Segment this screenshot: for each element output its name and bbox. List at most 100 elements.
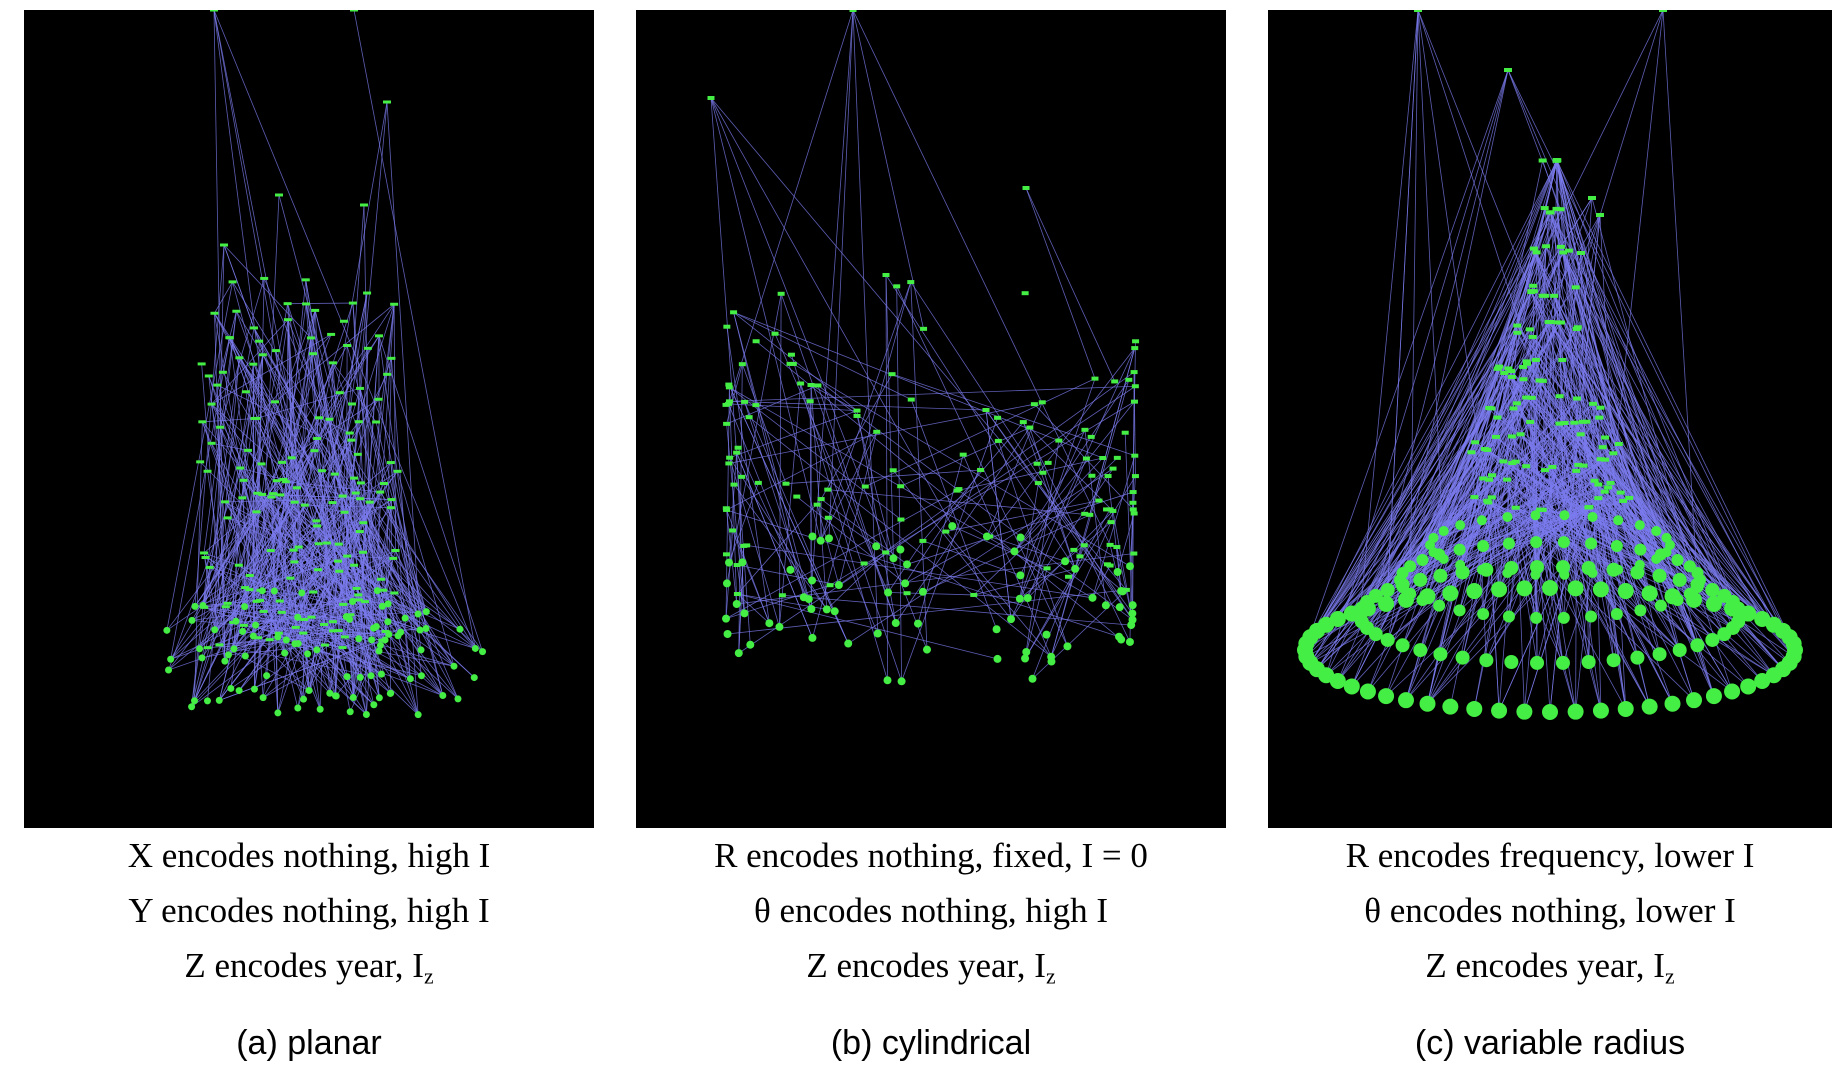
graph-node xyxy=(454,695,461,702)
graph-node xyxy=(375,398,383,401)
graph-node xyxy=(439,692,446,699)
graph-node xyxy=(1488,495,1496,499)
graph-node xyxy=(1131,400,1138,404)
cylindrical-caption-z-text: Z encodes year, I xyxy=(806,946,1046,985)
graph-node xyxy=(235,564,243,567)
graph-node xyxy=(907,280,914,284)
graph-node xyxy=(1508,461,1516,465)
graph-node xyxy=(772,332,779,336)
graph-node xyxy=(354,593,362,596)
graph-node xyxy=(390,591,398,594)
graph-node xyxy=(370,701,377,708)
graph-node xyxy=(335,629,343,632)
graph-node xyxy=(970,593,977,597)
graph-node xyxy=(373,623,380,630)
graph-node xyxy=(1111,379,1118,383)
graph-node xyxy=(255,340,263,343)
graph-node xyxy=(1088,474,1095,478)
graph-node xyxy=(1047,653,1055,661)
graph-node xyxy=(198,362,206,365)
graph-node xyxy=(1651,526,1661,536)
graph-node xyxy=(335,543,343,546)
graph-node xyxy=(808,532,816,540)
graph-node xyxy=(329,361,337,364)
graph-node xyxy=(854,409,861,413)
graph-node xyxy=(357,674,364,681)
graph-node xyxy=(211,626,218,633)
graph-node xyxy=(1519,377,1527,381)
graph-edge xyxy=(1110,545,1121,591)
graph-node xyxy=(259,353,267,356)
graph-node xyxy=(808,383,815,387)
graph-node xyxy=(1580,464,1588,468)
graph-node xyxy=(1091,377,1098,381)
graph-node xyxy=(854,414,861,418)
graph-node xyxy=(1516,580,1532,596)
graph-node xyxy=(1539,379,1547,383)
graph-node xyxy=(1553,158,1561,162)
graph-node xyxy=(395,632,402,639)
graph-node xyxy=(753,339,760,343)
graph-node xyxy=(1556,656,1570,670)
graph-node xyxy=(210,312,218,315)
graph-node xyxy=(1585,537,1597,549)
graph-node xyxy=(1651,554,1661,564)
graph-node xyxy=(1541,468,1549,472)
graph-node xyxy=(1740,678,1756,694)
graph-node xyxy=(1404,560,1416,572)
graph-node xyxy=(1516,432,1524,436)
graph-node xyxy=(1466,701,1482,717)
graph-node xyxy=(1705,633,1719,647)
graph-node xyxy=(1131,370,1138,374)
graph-node xyxy=(734,592,741,596)
graph-node xyxy=(1026,426,1033,430)
graph-node xyxy=(1541,206,1549,210)
graph-node xyxy=(735,649,743,657)
graph-node xyxy=(729,528,736,532)
graph-node xyxy=(1110,467,1117,471)
graph-node xyxy=(1131,346,1138,350)
graph-node xyxy=(352,492,360,495)
graph-node xyxy=(1131,454,1138,458)
graph-node xyxy=(1023,186,1030,190)
graph-edge xyxy=(739,386,1136,653)
cylindrical-caption-z-subscript: z xyxy=(1046,965,1056,989)
graph-node xyxy=(1724,683,1740,699)
graph-node xyxy=(389,557,397,560)
graph-node xyxy=(1455,520,1465,530)
graph-node xyxy=(1611,540,1623,552)
graph-node xyxy=(260,694,267,701)
graph-node xyxy=(349,598,356,605)
graph-node xyxy=(233,618,240,625)
graph-node xyxy=(723,552,730,556)
graph-node xyxy=(1492,435,1500,439)
graph-node xyxy=(221,500,229,503)
graph-node xyxy=(874,630,882,638)
graph-node xyxy=(313,524,321,527)
planar-visualization xyxy=(24,10,594,828)
variable-radius-caption-z: Z encodes year, Iz xyxy=(1268,938,1832,1005)
graph-node xyxy=(224,602,232,605)
graph-node xyxy=(1550,294,1558,298)
graph-node xyxy=(1596,406,1604,410)
graph-node xyxy=(336,391,344,394)
graph-edge xyxy=(888,593,974,595)
graph-node xyxy=(356,387,364,390)
graph-node xyxy=(1088,435,1095,439)
graph-node xyxy=(1076,554,1083,558)
variable-radius-caption-theta: θ encodes nothing, lower I xyxy=(1268,883,1832,938)
graph-node xyxy=(281,650,288,657)
graph-edge xyxy=(786,470,981,484)
graph-node xyxy=(321,644,329,647)
graph-node xyxy=(790,362,797,366)
graph-node xyxy=(250,633,257,640)
graph-node xyxy=(1116,603,1124,611)
graph-node xyxy=(1558,612,1570,624)
graph-node xyxy=(1016,595,1024,603)
graph-node xyxy=(347,439,355,442)
graph-node xyxy=(1546,320,1554,324)
graph-node xyxy=(304,650,311,657)
graph-node xyxy=(1653,569,1667,583)
graph-node xyxy=(276,600,284,603)
graph-node xyxy=(1594,483,1602,487)
